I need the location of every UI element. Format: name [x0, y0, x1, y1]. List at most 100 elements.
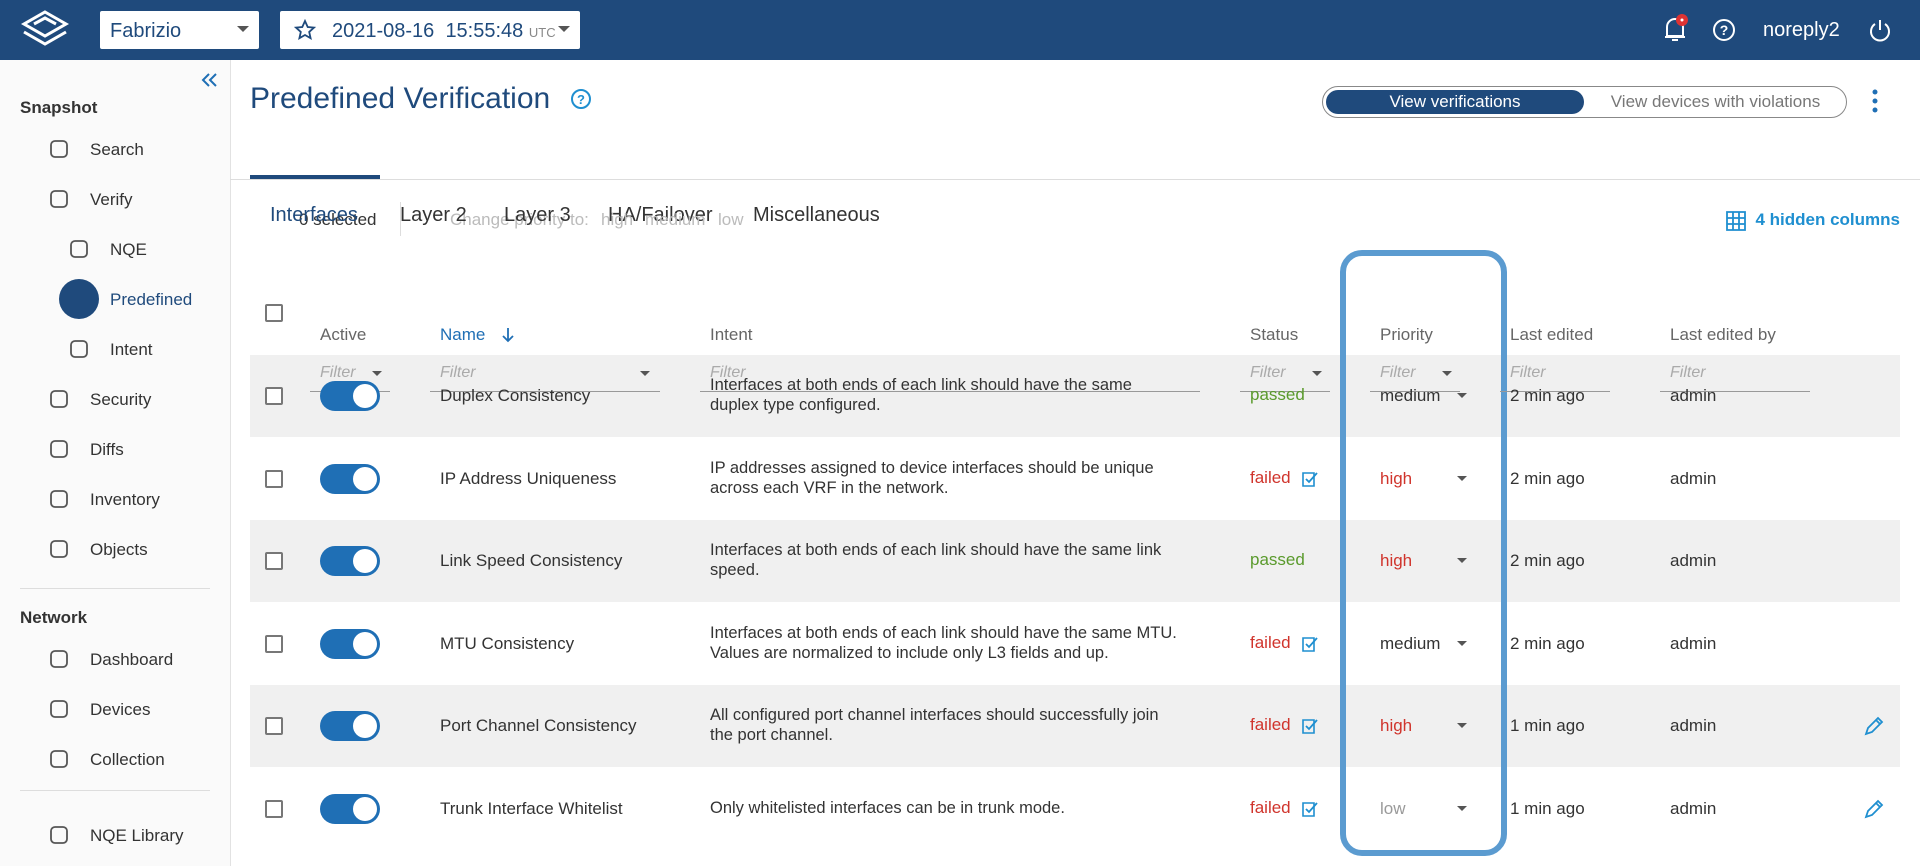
tab[interactable]: HA/Failover	[608, 204, 713, 226]
table-row	[250, 355, 1900, 437]
sidebar-item[interactable]: Diffs	[90, 440, 124, 459]
row-checkbox[interactable]	[265, 469, 283, 488]
active-toggle[interactable]	[320, 381, 380, 411]
sidebar-item[interactable]: Collection	[90, 750, 165, 769]
priority-dropdown-arrow[interactable]	[1457, 393, 1467, 403]
column-header[interactable]: Last edited	[1510, 325, 1594, 344]
snapshot-date: 2021-08-16	[332, 20, 435, 42]
select-all-checkbox[interactable]	[265, 304, 283, 322]
help-icon[interactable]: ?	[1712, 18, 1736, 42]
svg-text:?: ?	[577, 92, 585, 107]
priority-dropdown-arrow[interactable]	[1457, 640, 1467, 651]
nav-icon	[70, 240, 88, 258]
sidebar-item[interactable]: Security	[90, 390, 152, 409]
row-checkbox[interactable]	[265, 552, 283, 570]
sidebar-section-title: Network	[20, 608, 88, 627]
rule-intent: across each VRF in the network.	[710, 478, 949, 497]
column-filter[interactable]: Filter	[1240, 364, 1330, 392]
user-name[interactable]: noreply2	[1763, 19, 1840, 41]
rule-priority[interactable]: medium	[1380, 633, 1441, 653]
tab[interactable]: Miscellaneous	[753, 204, 880, 226]
sidebar-item[interactable]: Devices	[90, 700, 151, 719]
rule-priority[interactable]: low	[1380, 798, 1406, 818]
row-checkbox[interactable]	[265, 634, 283, 653]
nav-icon	[50, 190, 68, 208]
active-toggle[interactable]	[320, 546, 380, 576]
rule-intent: IP addresses assigned to device interfac…	[710, 458, 1154, 477]
active-toggle[interactable]	[320, 793, 380, 824]
rule-priority[interactable]: high	[1380, 468, 1413, 488]
row-checkbox[interactable]	[265, 799, 283, 818]
tab[interactable]: Layer 3	[504, 204, 571, 226]
column-filter[interactable]: Filter	[430, 364, 660, 392]
filter-dropdown-arrow	[372, 371, 382, 381]
active-toggle[interactable]	[320, 711, 380, 741]
active-toggle[interactable]	[320, 463, 380, 494]
rule-intent: Interfaces at both ends of each link sho…	[710, 541, 1162, 559]
sidebar-item[interactable]: NQE Library	[90, 826, 184, 845]
priority-option[interactable]: low	[718, 210, 744, 229]
toggle-option[interactable]: View devices with violations	[1610, 92, 1821, 111]
title-help-icon[interactable]: ?	[570, 88, 592, 110]
nav-icon	[50, 826, 68, 844]
workspace-select[interactable]: Fabrizio	[100, 11, 259, 49]
collapse-icon[interactable]	[200, 70, 220, 90]
status-link-icon[interactable]	[1300, 716, 1320, 741]
view-toggle: View verifications View devices with vio…	[1322, 86, 1847, 118]
priority-dropdown-arrow[interactable]	[1457, 475, 1467, 486]
column-header[interactable]: Name	[440, 325, 486, 344]
sidebar-item[interactable]: Predefined	[110, 290, 193, 309]
nav-icon-box	[48, 138, 70, 165]
edit-icon[interactable]	[1862, 797, 1886, 826]
rule-priority[interactable]: high	[1380, 716, 1413, 735]
sidebar-item[interactable]: Intent	[110, 340, 153, 359]
priority-dropdown-arrow[interactable]	[1457, 805, 1467, 816]
priority-option[interactable]: medium	[645, 210, 706, 229]
table-row	[250, 437, 1900, 520]
rule-intent: Interfaces at both ends of each link sho…	[710, 623, 1177, 642]
column-header[interactable]: Active	[320, 325, 367, 344]
rule-priority[interactable]: medium	[1380, 386, 1441, 405]
column-filter[interactable]: Filter	[1370, 364, 1460, 392]
notifications-icon[interactable]	[1660, 12, 1690, 46]
nav-icon	[50, 490, 68, 508]
tab[interactable]: Interfaces	[270, 204, 358, 226]
priority-dropdown-arrow[interactable]	[1457, 558, 1467, 568]
toggle-option[interactable]: View verifications	[1326, 90, 1584, 114]
column-header[interactable]: Status	[1250, 325, 1299, 344]
active-toggle[interactable]	[320, 628, 380, 659]
nav-icon-box	[48, 488, 70, 515]
sidebar-item[interactable]: Inventory	[90, 490, 160, 509]
sidebar-item[interactable]: Search	[90, 140, 144, 159]
status-link-icon[interactable]	[1300, 634, 1320, 659]
column-header[interactable]: Last edited by	[1670, 325, 1776, 344]
column-filter[interactable]: Filter	[700, 364, 1200, 392]
row-checkbox[interactable]	[265, 717, 283, 735]
logout-icon[interactable]	[1868, 18, 1892, 42]
status-link-icon[interactable]	[1300, 799, 1320, 824]
more-icon[interactable]	[1870, 88, 1880, 114]
sidebar-item[interactable]: Objects	[90, 540, 148, 559]
snapshot-select[interactable]: 2021-08-16 15:55:48 UTC	[280, 11, 580, 49]
column-header[interactable]: Intent	[710, 325, 753, 344]
table-row	[250, 685, 1900, 767]
sidebar: Snapshot Search Verify NQE Predefined Intent S…	[0, 60, 231, 866]
priority-option[interactable]: high	[601, 210, 634, 229]
hidden-columns[interactable]: 4 hidden columns	[1725, 210, 1900, 231]
column-filter[interactable]: Filter	[1660, 364, 1810, 392]
sidebar-item[interactable]: NQE	[110, 240, 147, 259]
rule-name: IP Address Uniqueness	[440, 468, 617, 488]
rule-name: Duplex Consistency	[440, 386, 591, 405]
priority-dropdown-arrow[interactable]	[1457, 723, 1467, 733]
last-edited-by: admin	[1670, 798, 1717, 818]
workspace-name: Fabrizio	[110, 20, 182, 42]
status-link-icon[interactable]	[1300, 469, 1320, 494]
column-filter[interactable]: Filter	[1500, 364, 1610, 392]
rule-priority[interactable]: high	[1380, 551, 1413, 570]
tab[interactable]: Layer 2	[400, 204, 467, 226]
sidebar-item[interactable]: Verify	[90, 190, 133, 209]
sidebar-item[interactable]: Dashboard	[90, 650, 174, 669]
edit-icon[interactable]	[1862, 714, 1886, 743]
column-header[interactable]: Priority	[1380, 325, 1433, 344]
row-checkbox[interactable]	[265, 387, 283, 405]
